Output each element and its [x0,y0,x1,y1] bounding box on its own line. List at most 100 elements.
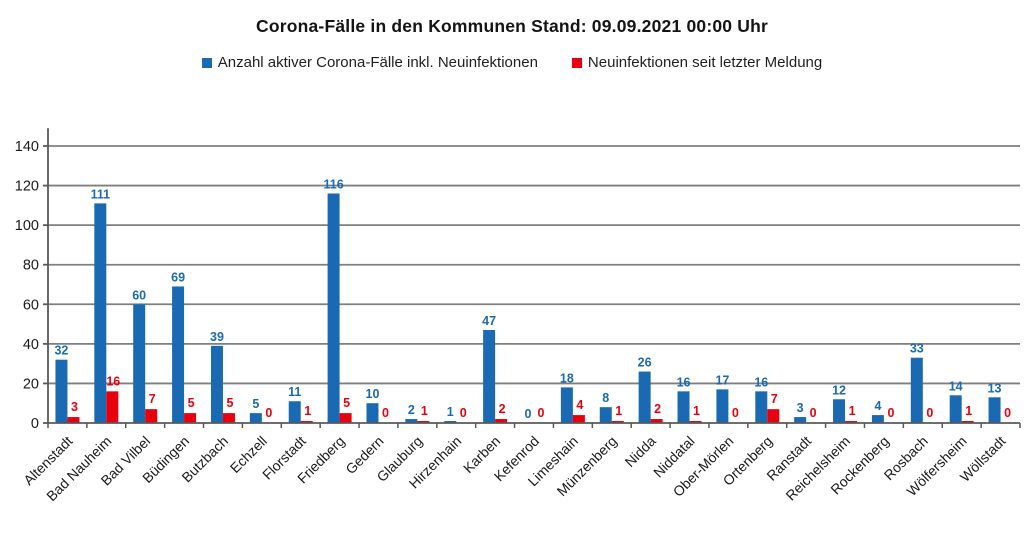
bar-active-Ortenberg [755,391,768,423]
value-label-active-Bad Nauheim: 111 [91,187,111,201]
bar-active-Hirzenhain [444,421,457,423]
value-label-new-Karben: 2 [499,402,506,416]
value-label-active-Münzenberg: 8 [602,391,609,405]
bar-new-Bad Vilbel [145,409,158,423]
y-tick-label-20: 20 [23,376,39,392]
y-tick-label-120: 120 [15,179,39,195]
bar-active-Friedberg [327,193,340,423]
bar-new-Büdingen [184,413,197,423]
value-label-new-Friedberg: 5 [343,396,350,410]
y-tick-label-100: 100 [15,218,39,234]
bar-active-Karben [483,330,496,423]
value-label-new-Rosbach: 0 [926,406,933,420]
value-label-new-Büdingen: 5 [188,396,195,410]
bar-new-Butzbach [222,413,235,423]
value-label-new-Florstadt: 1 [304,404,311,418]
bar-active-Wölfersheim [949,395,962,423]
bar-active-Limeshain [560,387,573,423]
value-label-new-Nidda: 2 [654,402,661,416]
value-label-active-Echzell: 5 [252,397,259,411]
legend-item-new-infections: Neuinfektionen seit letzter Meldung [571,54,822,71]
value-label-new-Niddatal: 1 [693,404,700,418]
value-label-new-Echzell: 0 [265,406,272,420]
value-label-new-Münzenberg: 1 [615,404,622,418]
value-label-active-Niddatal: 16 [677,375,691,389]
value-label-new-Ortenberg: 7 [771,392,778,406]
value-label-new-Glauburg: 1 [421,404,428,418]
value-label-active-Karben: 47 [482,314,496,328]
value-label-new-Wölfersheim: 1 [965,404,972,418]
value-label-new-Ranstadt: 0 [810,406,817,420]
value-label-new-Kefenrod: 0 [538,406,545,420]
legend-swatch-red-icon [571,57,582,68]
value-label-new-Wöllstadt: 0 [1004,406,1011,420]
bar-active-Wöllstadt [988,397,1001,423]
y-tick-label-0: 0 [31,416,39,432]
bar-active-Butzbach [210,345,223,423]
value-label-active-Bad Vilbel: 60 [132,288,146,302]
bar-active-Echzell [249,413,262,423]
value-label-new-Bad Vilbel: 7 [149,392,156,406]
bar-new-Nidda [650,419,663,423]
bar-new-Niddatal [689,421,702,423]
value-label-active-Ober-Mörlen: 17 [715,373,729,387]
bar-new-Florstadt [300,421,313,423]
bar-new-Münzenberg [611,421,624,423]
value-label-active-Florstadt: 11 [288,385,301,399]
bar-active-Gedern [366,403,379,423]
value-label-new-Butzbach: 5 [226,396,233,410]
value-label-new-Bad Nauheim: 16 [106,374,120,388]
value-label-new-Ober-Mörlen: 0 [732,406,739,420]
y-tick-label-40: 40 [23,337,39,353]
value-label-active-Glauburg: 2 [408,403,415,417]
bar-new-Glauburg [417,421,430,423]
bar-active-Münzenberg [599,407,612,423]
value-label-active-Rosbach: 33 [910,342,924,356]
chart-title: Corona-Fälle in den Kommunen Stand: 09.0… [255,16,769,36]
value-label-active-Reichelsheim: 12 [832,383,846,397]
y-tick-label-140: 140 [15,139,39,155]
legend-swatch-blue-icon [201,57,212,68]
bar-active-Bad Vilbel [133,304,146,423]
value-label-active-Ortenberg: 16 [754,375,768,389]
bar-new-Reichelsheim [845,421,858,423]
value-label-active-Wölfersheim: 14 [949,379,963,393]
bar-active-Bad Nauheim [94,203,107,423]
bar-active-Büdingen [172,286,185,423]
bar-active-Rosbach [910,357,923,423]
value-label-new-Rockenberg: 0 [887,406,894,420]
bar-new-Ortenberg [767,409,780,423]
y-tick-label-60: 60 [23,297,39,313]
bar-new-Friedberg [339,413,352,423]
bar-active-Reichelsheim [833,399,846,423]
value-label-new-Limeshain: 4 [576,398,583,412]
bar-active-Florstadt [288,401,301,423]
legend-item-active-cases: Anzahl aktiver Corona-Fälle inkl. Neuinf… [201,54,538,71]
value-label-active-Hirzenhain: 1 [447,405,454,419]
value-label-active-Altenstadt: 32 [54,344,68,358]
bar-new-Bad Nauheim [106,391,119,423]
bar-active-Niddatal [677,391,690,423]
value-label-active-Kefenrod: 0 [525,407,532,421]
value-label-new-Hirzenhain: 0 [460,406,467,420]
value-label-active-Friedberg: 116 [324,177,344,191]
bar-active-Altenstadt [55,359,68,423]
value-label-active-Gedern: 10 [366,387,380,401]
value-label-active-Ranstadt: 3 [797,401,804,415]
bar-new-Limeshain [572,415,585,423]
bar-active-Ranstadt [794,417,807,423]
value-label-new-Reichelsheim: 1 [849,404,856,418]
value-label-active-Limeshain: 18 [560,371,574,385]
bar-active-Nidda [638,371,651,423]
y-tick-label-80: 80 [23,258,39,274]
bar-new-Altenstadt [67,417,80,423]
bar-active-Rockenberg [871,415,884,423]
value-label-new-Altenstadt: 3 [71,400,78,414]
bar-active-Glauburg [405,419,418,423]
value-label-active-Büdingen: 69 [171,270,185,284]
bar-active-Ober-Mörlen [716,389,729,423]
value-label-active-Rockenberg: 4 [874,399,881,413]
value-label-active-Nidda: 26 [638,356,652,370]
